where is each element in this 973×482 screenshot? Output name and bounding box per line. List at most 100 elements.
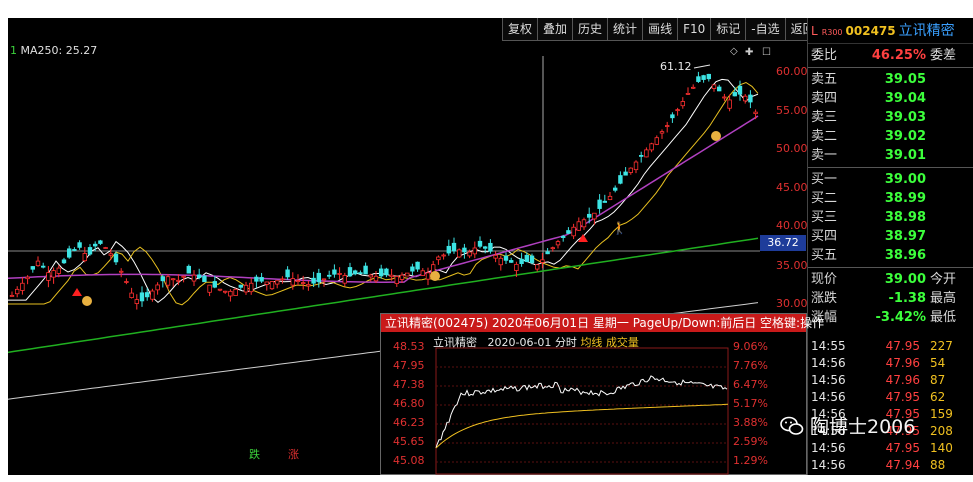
- candle-body: [394, 276, 399, 284]
- candle-body: [633, 161, 639, 171]
- candle-body: [399, 274, 405, 280]
- candle-body: [618, 175, 623, 184]
- intraday-price-tick: 47.38: [393, 378, 425, 391]
- kline-chart[interactable]: 🚶 ◇ ✚ ☐: [8, 18, 808, 475]
- candle-body: [342, 275, 347, 284]
- candle-body: [103, 247, 108, 249]
- order-ratio-row: 委比 46.25% 委差: [808, 46, 973, 65]
- sell-row[interactable]: 卖四 39.04: [808, 89, 973, 108]
- stock-prefix: L: [811, 24, 818, 38]
- popup-date: 2020-06-01: [487, 336, 552, 349]
- stock-code: 002475: [845, 24, 896, 38]
- axis-tick: 40.00: [776, 219, 808, 232]
- candle-body: [732, 92, 737, 97]
- overlay-button[interactable]: 叠加: [537, 18, 573, 41]
- quote-extra: 今开: [930, 272, 957, 287]
- popup-subtitle: 立讯精密 2020-06-01 分时 均线 成交量: [433, 334, 639, 350]
- candle-body: [477, 240, 483, 247]
- ma10-line: [8, 81, 759, 306]
- candle-body: [696, 76, 701, 82]
- f10-button[interactable]: F10: [677, 18, 711, 41]
- candle-body: [269, 281, 275, 290]
- candle-body: [456, 249, 462, 258]
- tick-list[interactable]: 14:55 47.95 227 14:56 47.96 54 14:56 47.96 87 …: [808, 338, 973, 474]
- popup-avg-label: 均线: [580, 336, 603, 349]
- candle-body: [98, 240, 103, 244]
- candle-body: [20, 282, 25, 291]
- candle-body: [685, 93, 691, 95]
- tick-row: 14:56 47.95 208: [808, 423, 973, 440]
- candle-body: [254, 276, 259, 282]
- candle-body: [420, 270, 425, 276]
- candle-body: [228, 290, 233, 297]
- tick-time: 14:55: [811, 339, 846, 353]
- intraday-popup[interactable]: 立讯精密(002475) 2020年06月01日 星期一 PageUp/Down…: [380, 313, 824, 475]
- candle-body: [581, 219, 587, 228]
- buy-row[interactable]: 买四 38.97: [808, 227, 973, 246]
- popup-type: 分时: [554, 336, 577, 349]
- candle-body: [378, 268, 384, 277]
- popup-title[interactable]: 立讯精密(002475) 2020年06月01日 星期一 PageUp/Down…: [381, 314, 824, 332]
- candle-body: [248, 282, 254, 293]
- sell-row[interactable]: 卖三 39.03: [808, 108, 973, 127]
- buy-price: 38.96: [884, 248, 926, 263]
- candle-body: [701, 75, 706, 80]
- restore-rights-button[interactable]: 复权: [502, 18, 538, 41]
- buy-row[interactable]: 买一 39.00: [808, 170, 973, 189]
- quote-value: -1.38: [888, 291, 926, 306]
- sell-row[interactable]: 卖五 39.05: [808, 70, 973, 89]
- candle-body: [87, 247, 93, 255]
- candle-body: [571, 226, 576, 237]
- axis-tick: 50.00: [776, 142, 808, 155]
- intraday-chart[interactable]: [381, 332, 808, 475]
- peak-label: 61.12: [660, 60, 692, 73]
- divider: [808, 267, 973, 268]
- candle-body: [124, 281, 129, 283]
- candle-body: [363, 265, 368, 275]
- quote-row: 涨幅 -3.42% 最低: [808, 308, 973, 327]
- candle-body: [332, 269, 337, 275]
- buy-row[interactable]: 买二 38.99: [808, 189, 973, 208]
- tick-price: 47.96: [885, 356, 920, 370]
- candle-body: [280, 278, 285, 281]
- quote-label: 现价: [811, 272, 838, 287]
- history-button[interactable]: 历史: [572, 18, 608, 41]
- candle-body: [550, 247, 555, 250]
- intraday-pct-tick: 6.47%: [733, 378, 768, 391]
- buy-row[interactable]: 买三 38.98: [808, 208, 973, 227]
- candle-body: [191, 274, 197, 282]
- sell-row[interactable]: 卖一 39.01: [808, 146, 973, 165]
- sell-row[interactable]: 卖二 39.02: [808, 127, 973, 146]
- tick-time: 14:56: [811, 458, 846, 472]
- candle-body: [441, 254, 446, 257]
- candle-body: [503, 255, 509, 261]
- candle-body: [108, 253, 113, 256]
- candle-body: [410, 266, 415, 272]
- tick-volume: 159: [930, 407, 953, 421]
- candle-body: [508, 260, 514, 263]
- candle-body: [649, 143, 654, 151]
- candle-body: [170, 278, 176, 281]
- mark-button[interactable]: 标记: [710, 18, 746, 41]
- candle-body: [259, 277, 264, 282]
- candle-body: [61, 259, 67, 264]
- draw-line-button[interactable]: 画线: [642, 18, 678, 41]
- sell-price: 39.01: [884, 148, 926, 163]
- stock-name: 立讯精密: [898, 23, 955, 39]
- ma60-line: [8, 237, 759, 354]
- candle-body: [462, 247, 467, 253]
- remove-watchlist-button[interactable]: -自选: [745, 18, 785, 41]
- candle-body: [41, 265, 46, 268]
- candle-body: [566, 230, 571, 234]
- tick-price: 47.95: [885, 339, 920, 353]
- tick-volume: 87: [930, 373, 946, 387]
- candle-body: [212, 281, 217, 288]
- statistics-button[interactable]: 统计: [607, 18, 643, 41]
- candle-body: [176, 279, 181, 282]
- candle-body: [352, 270, 358, 275]
- buy-row[interactable]: 买五 38.96: [808, 246, 973, 265]
- sell-price: 39.04: [884, 91, 926, 106]
- quote-extra: 最高: [930, 291, 957, 306]
- lock-icon: ☐: [762, 47, 771, 58]
- candle-body: [587, 213, 592, 218]
